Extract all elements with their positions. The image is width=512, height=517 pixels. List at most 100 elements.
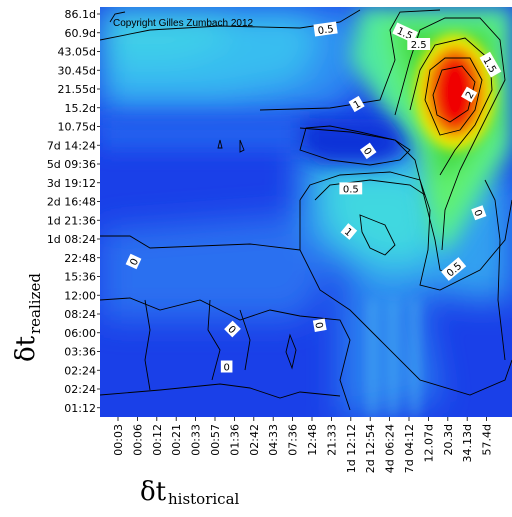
- contour-label: 0: [224, 320, 241, 338]
- y-tick-label: 12:00: [64, 289, 96, 302]
- contour-label-text: 0: [312, 321, 324, 329]
- x-tick-label: 12:48: [306, 424, 319, 456]
- y-axis-title-symbol: δt: [11, 335, 41, 362]
- y-tick-label: 06:00: [64, 327, 96, 340]
- x-tick-label: 00:12: [151, 424, 164, 456]
- contour-label: 2.5: [407, 38, 431, 51]
- x-tick-label: 00:33: [190, 424, 203, 456]
- contour-label-background: [340, 223, 358, 240]
- contour-label-background: [348, 95, 365, 113]
- contour-label: 0: [125, 253, 142, 270]
- contour-label-text: 0: [471, 208, 484, 218]
- x-tick-label: 02:42: [248, 424, 261, 456]
- y-tick-label: 2d 16:48: [47, 196, 96, 209]
- x-tick-label: 00:03: [112, 424, 125, 456]
- contour-label-text: 0: [223, 363, 229, 374]
- contour-label: 0.5: [339, 182, 363, 195]
- contour-label: 2: [461, 86, 478, 103]
- contour-line: [299, 200, 512, 396]
- contour-line: [424, 57, 483, 136]
- contour-line: [217, 139, 223, 149]
- contour-label-background: [312, 318, 327, 333]
- contour-line: [144, 299, 151, 391]
- contour-label-background: [461, 86, 478, 103]
- x-tick-label: 7d 04:12: [403, 424, 416, 473]
- contour-label-background: [224, 320, 241, 338]
- contour-label-background: [313, 21, 338, 37]
- copyright-notice: Copyright Gilles Zumbach 2012: [113, 18, 254, 29]
- contour-label-background: [479, 51, 502, 78]
- contour-label-background: [339, 182, 363, 195]
- y-tick-label: 43.05d: [58, 46, 96, 59]
- x-tick-label: 00:06: [131, 424, 144, 456]
- x-tick-label: 00:57: [209, 424, 222, 456]
- contour-line: [100, 9, 361, 41]
- contour-line: [239, 139, 245, 153]
- y-tick-label: 02:24: [64, 364, 96, 377]
- y-tick-label: 01:12: [64, 402, 96, 415]
- y-tick-label: 30.45d: [58, 64, 96, 77]
- y-tick-label: 5d 09:36: [47, 158, 96, 171]
- heatmap-surface: [100, 7, 512, 417]
- y-tick-label: 3d 19:12: [47, 177, 96, 190]
- contour-label-background: [125, 253, 142, 270]
- contour-label-background: [360, 142, 377, 160]
- x-tick-label: 34.13d: [461, 424, 474, 462]
- x-tick-label: 1d 12:12: [345, 424, 358, 473]
- x-tick-label: 01:36: [228, 424, 241, 456]
- x-tick-label: 2d 12:54: [364, 424, 377, 473]
- contour-label: 1: [348, 95, 365, 113]
- contour-lines: [100, 9, 512, 411]
- contour-label-text: 0.5: [343, 184, 359, 195]
- contour-line: [259, 9, 441, 111]
- contour-line: [100, 235, 301, 251]
- contour-label-text: 1: [352, 99, 363, 112]
- y-tick-label: 86.1d: [65, 8, 96, 21]
- contour-line: [359, 214, 396, 256]
- contour-line: [239, 309, 251, 371]
- contour-line: [207, 299, 221, 381]
- y-tick-label: 15:36: [64, 271, 96, 284]
- contour-line: [285, 333, 297, 370]
- contour-label-background: [220, 360, 233, 373]
- contour-label-text: 0: [129, 257, 142, 267]
- y-tick-label: 10.75d: [58, 121, 96, 134]
- contour-label: 1: [340, 223, 358, 240]
- x-tick-label: 00:21: [170, 424, 183, 456]
- contour-label: 0: [360, 142, 377, 160]
- y-axis-title: δt realized: [11, 273, 44, 362]
- x-tick-label: 57.4d: [481, 424, 494, 455]
- x-axis: 00:03 00:06 00:12 00:21 00:33 00:57 01:36 02:42…: [112, 417, 494, 473]
- x-axis-title-symbol: δt: [140, 477, 167, 507]
- contour-label: 0.5: [313, 21, 338, 37]
- contour-label-background: [471, 205, 487, 221]
- y-tick-label: 1d 08:24: [47, 233, 96, 246]
- contour-label: 0: [220, 360, 233, 374]
- y-axis-title-subscript: realized: [26, 273, 44, 334]
- contour-line: [299, 125, 411, 166]
- y-tick-label: 02:24: [64, 383, 96, 396]
- y-tick-label: 60.9d: [65, 27, 96, 40]
- y-tick-label: 7d 14:24: [47, 139, 96, 152]
- contour-label-text: 2: [464, 90, 477, 101]
- contour-label-text: 0: [361, 146, 374, 158]
- x-tick-label: 07:36: [287, 424, 300, 456]
- contour-line: [100, 383, 341, 399]
- x-axis-title: δt historical: [140, 477, 240, 508]
- x-tick-label: 20.3d: [442, 424, 455, 455]
- y-tick-label: 03:36: [64, 346, 96, 359]
- y-tick-label: 1d 21:36: [47, 214, 96, 227]
- y-tick-label: 22:48: [64, 252, 96, 265]
- x-tick-label: 04:33: [267, 424, 280, 456]
- y-tick-label: 15.2d: [65, 102, 96, 115]
- contour-label-background: [392, 22, 418, 44]
- contour-label-background: [407, 38, 431, 50]
- x-tick-label: 12.07d: [422, 424, 435, 462]
- contour-line: [100, 297, 351, 411]
- x-axis-title-subscript: historical: [168, 490, 240, 508]
- contour-label-text: 1: [342, 226, 354, 239]
- contour-label-text: 0.5: [317, 24, 334, 37]
- y-axis: 86.1d 60.9d 43.05d 30.45d 21.55d 15.2d 10.75d 7…: [47, 8, 100, 415]
